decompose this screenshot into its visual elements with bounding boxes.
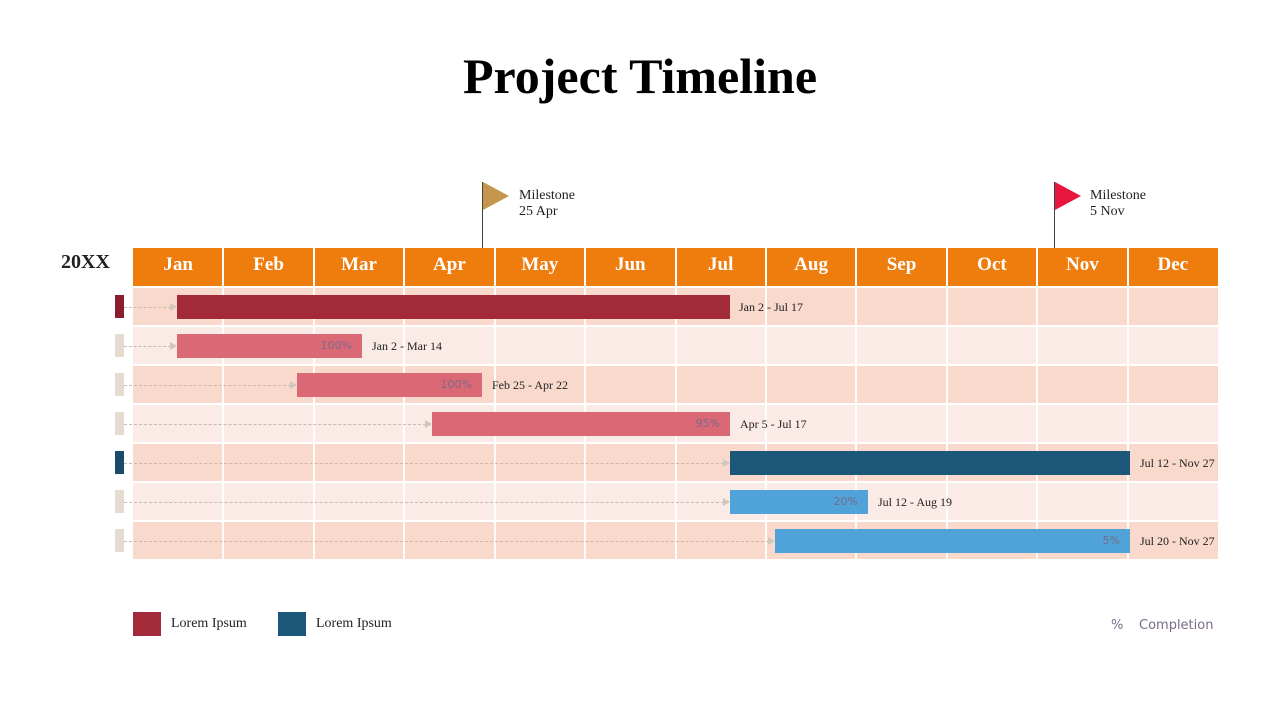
milestone-label: Milestone [1090, 188, 1146, 203]
month-label: Apr [433, 254, 466, 275]
month-separator [945, 248, 948, 286]
grid-line [764, 288, 767, 561]
milestone-flag-icon [1055, 182, 1081, 210]
task-marker [115, 334, 124, 357]
task-bar[interactable]: 100% [177, 334, 362, 358]
task-marker [115, 373, 124, 396]
milestone-date: 5 Nov [1090, 204, 1125, 219]
task-completion: 20% [833, 495, 858, 508]
task-bar[interactable]: 5% [775, 529, 1130, 553]
month-separator [584, 248, 587, 286]
month-label: Dec [1157, 254, 1189, 275]
month-label: May [521, 254, 559, 275]
task-date-range: Jul 12 - Nov 27 [1140, 456, 1215, 470]
legend-swatch [133, 612, 161, 636]
milestone-flag-icon [483, 182, 509, 210]
completion-label: Completion [1139, 618, 1214, 633]
grid-line [1126, 288, 1129, 561]
month-separator [1036, 248, 1039, 286]
legend-label: Lorem Ipsum [171, 616, 247, 631]
page-title: Project Timeline [462, 48, 818, 104]
task-completion: 100% [440, 378, 472, 391]
grid-line [1036, 288, 1039, 561]
task-date-range: Apr 5 - Jul 17 [740, 417, 807, 431]
month-label: Feb [253, 254, 284, 275]
arrow-icon [170, 342, 177, 350]
month-label: Jan [163, 254, 193, 275]
month-label: Jun [614, 254, 646, 275]
arrow-icon [425, 420, 432, 428]
arrow-icon [723, 459, 730, 467]
task-leader-line [124, 424, 426, 425]
task-leader-line [124, 385, 291, 386]
month-separator [312, 248, 315, 286]
month-label: Nov [1065, 254, 1099, 275]
task-bar[interactable]: 20% [730, 490, 868, 514]
month-separator [222, 248, 225, 286]
arrow-icon [768, 537, 775, 545]
task-bar[interactable] [177, 295, 730, 319]
legend-label: Lorem Ipsum [316, 616, 392, 631]
task-date-range: Feb 25 - Apr 22 [492, 378, 568, 392]
legend-swatch [278, 612, 306, 636]
arrow-icon [170, 303, 177, 311]
month-label: Jul [708, 254, 734, 275]
arrow-icon [290, 381, 297, 389]
month-separator [674, 248, 677, 286]
task-bar[interactable] [730, 451, 1130, 475]
month-label: Aug [794, 254, 828, 275]
task-marker [115, 529, 124, 552]
task-leader-line [124, 307, 171, 308]
milestone-date: 25 Apr [519, 204, 558, 219]
completion-symbol: % [1111, 618, 1124, 633]
task-marker [115, 451, 124, 474]
year-label: 20XX [61, 251, 110, 273]
task-date-range: Jan 2 - Jul 17 [739, 300, 803, 314]
milestone-pole [1054, 182, 1055, 248]
task-bar[interactable]: 100% [297, 373, 482, 397]
task-marker [115, 490, 124, 513]
task-completion: 100% [320, 339, 352, 352]
task-leader-line [124, 541, 769, 542]
task-date-range: Jul 12 - Aug 19 [878, 495, 953, 509]
month-separator [403, 248, 406, 286]
task-date-range: Jul 20 - Nov 27 [1140, 534, 1215, 548]
month-separator [1126, 248, 1129, 286]
month-label: Oct [977, 254, 1007, 275]
month-separator [493, 248, 496, 286]
task-leader-line [124, 346, 171, 347]
task-leader-line [124, 502, 724, 503]
month-label: Sep [886, 254, 917, 275]
task-date-range: Jan 2 - Mar 14 [372, 339, 442, 353]
month-label: Mar [341, 254, 377, 275]
task-leader-line [124, 463, 724, 464]
task-completion: 95% [695, 417, 720, 430]
milestone-label: Milestone [519, 188, 575, 203]
task-marker [115, 412, 124, 435]
milestone-pole [482, 182, 483, 248]
task-completion: 5% [1102, 534, 1120, 547]
grid-line [855, 288, 858, 561]
arrow-icon [723, 498, 730, 506]
month-separator [764, 248, 767, 286]
task-marker [115, 295, 124, 318]
task-bar[interactable]: 95% [432, 412, 730, 436]
month-separator [855, 248, 858, 286]
grid-line [945, 288, 948, 561]
